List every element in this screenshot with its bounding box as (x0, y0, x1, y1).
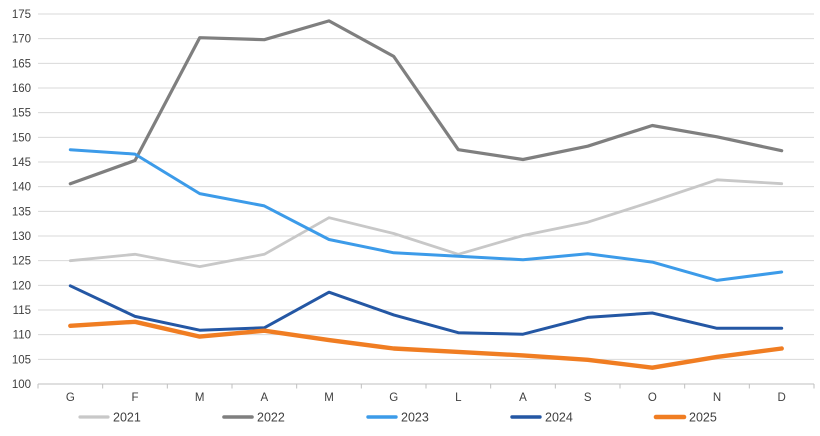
gridlines (38, 13, 814, 360)
legend-label-2021: 2021 (113, 411, 141, 425)
series-line-2023 (68, 148, 784, 282)
legend-label-2023: 2023 (401, 411, 429, 425)
y-axis-label: 120 (12, 280, 31, 292)
x-axis-label: M (324, 392, 334, 404)
legend-item-2023: 2023 (366, 411, 429, 425)
legend-label-2025: 2025 (689, 411, 717, 425)
y-axis-label: 145 (12, 157, 31, 169)
x-axis-label: N (713, 392, 721, 404)
x-axis-label: D (778, 392, 786, 404)
x-axis-label: F (131, 392, 138, 404)
x-axis-label: O (648, 392, 657, 404)
y-axis-label: 165 (12, 58, 31, 70)
series-line-2025 (68, 319, 784, 370)
legend-item-2025: 2025 (653, 411, 717, 425)
x-axis-label: G (66, 392, 75, 404)
series-line-2021 (68, 178, 784, 269)
legend-item-2024: 2024 (510, 411, 573, 425)
legend-label-2024: 2024 (545, 411, 573, 425)
series-line-2024 (68, 284, 784, 336)
x-axis-label: G (389, 392, 398, 404)
y-axis-labels: 100 105 110 115 120 125 130 135 140 145 150 155 160 1… (12, 9, 31, 391)
x-axis-label: A (519, 392, 527, 404)
y-axis-label: 105 (12, 354, 31, 366)
y-axis-label: 160 (12, 83, 31, 95)
x-axis-label: A (260, 392, 268, 404)
series-line-2022 (68, 19, 784, 186)
y-axis-label: 175 (12, 9, 31, 21)
y-axis-label: 130 (12, 231, 31, 243)
x-axis (37, 383, 815, 389)
legend-item-2021: 2021 (78, 411, 141, 425)
legend-label-2022: 2022 (257, 411, 285, 425)
y-axis-label: 125 (12, 256, 31, 268)
x-axis-label: L (455, 392, 462, 404)
y-axis-label: 170 (12, 34, 31, 46)
x-axis-label: M (195, 392, 205, 404)
series-lines (68, 19, 784, 370)
y-axis-label: 140 (12, 182, 31, 194)
y-axis-label: 100 (12, 379, 31, 391)
y-axis-label: 110 (13, 330, 31, 342)
y-axis-label: 155 (12, 108, 31, 120)
y-axis-label: 150 (12, 132, 31, 144)
legend-item-2022: 2022 (222, 411, 285, 425)
x-axis-label: S (584, 392, 592, 404)
legend: 2021 2022 2023 2024 2025 (78, 411, 717, 425)
y-axis-label: 115 (13, 305, 31, 317)
y-axis-label: 135 (12, 206, 31, 218)
